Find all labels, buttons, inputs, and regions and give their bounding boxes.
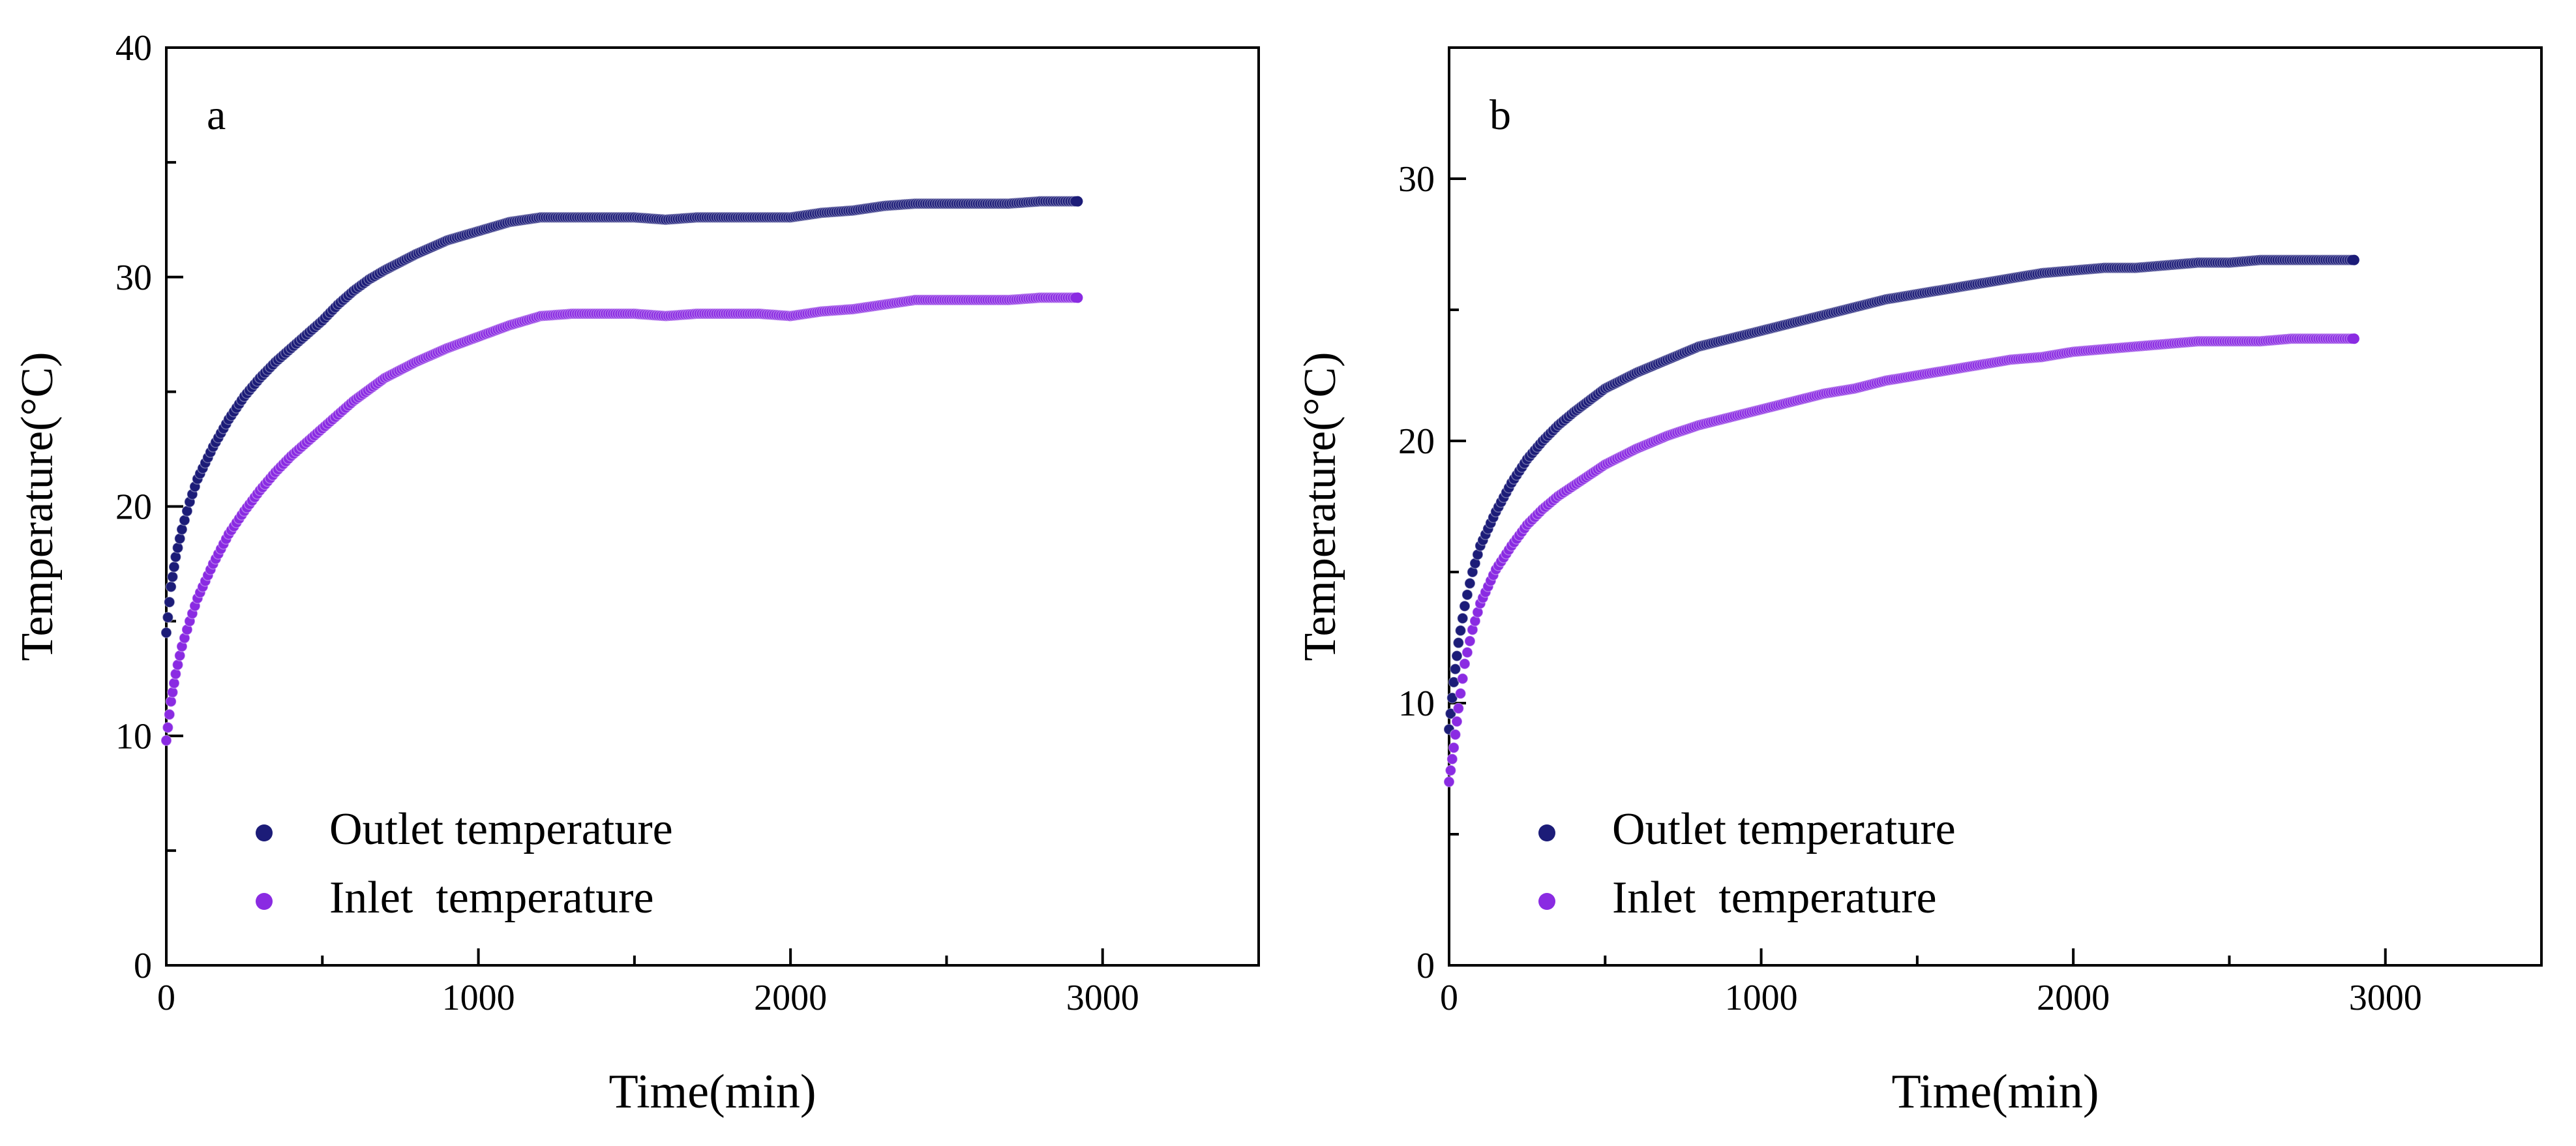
data-point [173, 650, 186, 661]
data-point [1445, 764, 1457, 776]
y-tick-label: 0 [134, 946, 152, 986]
data-point [1461, 589, 1473, 601]
series-1 [1443, 333, 2359, 788]
data-point [170, 668, 182, 680]
x-tick-label: 3000 [1066, 978, 1139, 1018]
data-point [1452, 702, 1465, 714]
data-point [160, 734, 172, 747]
data-point [1449, 663, 1461, 675]
x-tick-label: 3000 [2349, 978, 2422, 1018]
data-point [168, 561, 180, 573]
data-point [1451, 716, 1463, 727]
legend-label: Outlet temperature [1612, 804, 1956, 854]
chart-panel-a: 0 1000 2000 3000 0 10 20 30 40 Time(min) Temperatu… [12, 28, 1260, 1119]
data-point [1451, 650, 1463, 662]
series-0 [160, 195, 1083, 639]
data-point [1454, 625, 1467, 637]
data-point [1443, 776, 1455, 788]
legend-marker [256, 824, 273, 841]
data-point [2348, 333, 2359, 344]
data-point [173, 532, 186, 545]
x-tick-label: 1000 [442, 978, 515, 1018]
data-point [164, 596, 175, 608]
data-point [162, 611, 174, 624]
legend-label: Inlet temperature [1612, 873, 1937, 923]
y-tick-label: 40 [115, 28, 152, 68]
data-point [1459, 657, 1471, 670]
data-point [1456, 612, 1469, 624]
x-tick-label: 2000 [754, 978, 827, 1018]
data-point [164, 708, 175, 721]
legend-label: Outlet temperature [329, 804, 673, 854]
plot-frame [1448, 46, 2543, 967]
legend-marker [1538, 824, 1555, 841]
legend-marker [1538, 893, 1555, 910]
data-point [1449, 729, 1461, 740]
y-tick-label: 10 [1398, 684, 1435, 724]
data-point [166, 686, 179, 699]
data-point [172, 659, 184, 671]
panel-label: a [207, 91, 226, 139]
y-tick-label: 30 [115, 258, 152, 298]
x-axis-title: Time(min) [609, 1065, 816, 1119]
series-0 [1443, 254, 2359, 735]
data-point [172, 542, 184, 554]
y-tick-label: 0 [1416, 946, 1435, 986]
data-point [1459, 600, 1471, 612]
y-tick-label: 20 [1398, 421, 1435, 462]
data-point [1446, 753, 1458, 765]
data-point [168, 677, 180, 689]
legend-label: Inlet temperature [329, 873, 654, 923]
y-tick-label: 30 [1398, 159, 1435, 200]
data-point [1445, 708, 1457, 719]
data-point [2348, 254, 2359, 265]
data-point [160, 627, 172, 639]
y-axis-title: Temperature(°C) [12, 352, 63, 661]
data-point [1072, 196, 1083, 207]
data-point [1454, 687, 1467, 700]
data-point [170, 551, 182, 563]
x-tick-label: 2000 [2037, 978, 2110, 1018]
data-point [1448, 742, 1460, 754]
data-point [166, 571, 179, 583]
legend-marker [256, 893, 273, 910]
panel-label: b [1490, 91, 1511, 139]
data-point [1464, 635, 1476, 647]
data-point [1452, 637, 1465, 649]
data-point [1072, 292, 1083, 303]
y-tick-label: 10 [115, 716, 152, 757]
x-tick-label: 1000 [1725, 978, 1798, 1018]
x-tick-label: 0 [157, 978, 175, 1018]
data-point [162, 721, 174, 734]
data-point [1464, 577, 1476, 590]
data-point [165, 695, 177, 708]
data-point [1456, 672, 1469, 685]
chart-panel-b: 0 1000 2000 3000 0 10 20 30 Time(min) Temperature… [1295, 46, 2543, 1119]
data-point [165, 581, 177, 593]
x-tick-label: 0 [1440, 978, 1458, 1018]
data-point [1446, 692, 1458, 704]
series-1 [160, 292, 1083, 747]
x-axis-title: Time(min) [1892, 1065, 2099, 1119]
y-axis-title: Temperature(°C) [1295, 352, 1345, 661]
data-point [1461, 646, 1473, 659]
y-tick-label: 20 [115, 487, 152, 528]
